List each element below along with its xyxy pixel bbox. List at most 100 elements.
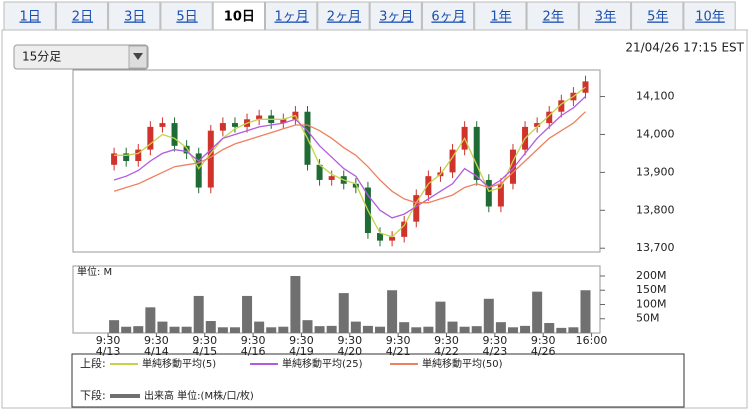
tab[interactable] (108, 1, 161, 31)
x-tick-label: 9:30 (241, 334, 266, 347)
tab-label[interactable]: 1日 (20, 10, 41, 25)
volume-bar (169, 326, 180, 333)
tab-label[interactable]: 5日 (176, 10, 197, 25)
x-tick-date: 4/20 (337, 345, 362, 358)
volume-bar (266, 327, 277, 333)
x-tick-date: 4/21 (386, 345, 411, 358)
volume-bar (326, 325, 337, 333)
select-box[interactable] (13, 44, 149, 70)
candle-body (280, 119, 287, 124)
x-tick-label: 9:30 (531, 334, 556, 347)
tab-label[interactable]: 3ヶ月 (379, 10, 413, 25)
moving-average (113, 96, 586, 219)
volume-bar (435, 301, 446, 333)
volume-bar (520, 325, 531, 333)
x-tick-label: 9:30 (192, 334, 217, 347)
volume-bar (532, 291, 543, 333)
tab[interactable] (55, 1, 109, 31)
tab[interactable] (317, 1, 370, 31)
volume-bar (350, 321, 361, 333)
volume-bar (507, 327, 518, 333)
candle-body (231, 123, 238, 127)
volume-bar (157, 321, 168, 333)
candle-body (377, 233, 384, 241)
tab[interactable] (369, 1, 422, 31)
volume-bar (229, 327, 240, 333)
y-tick-label: 14,000 (636, 127, 675, 140)
volume-bar (483, 298, 494, 333)
volume-bar (338, 293, 349, 333)
tab[interactable] (631, 1, 684, 31)
select-arrow (133, 53, 143, 60)
candle-body (171, 123, 178, 146)
volume-bar (495, 322, 506, 333)
volume-bar (471, 326, 482, 333)
candle-body (352, 183, 359, 188)
candle-body (534, 123, 541, 127)
x-tick-label: 9:30 (289, 334, 314, 347)
select-text[interactable]: 15分足 (22, 50, 61, 64)
tab-label[interactable]: 3日 (124, 10, 145, 25)
tab-label[interactable]: 2ヶ月 (327, 10, 361, 25)
volume-bar (387, 290, 398, 333)
volume-unit: 単位: M (77, 265, 112, 278)
tab[interactable] (578, 1, 632, 31)
volume-bar (580, 290, 591, 333)
volume-bar (399, 322, 410, 333)
tab-label[interactable]: 2年 (543, 10, 564, 25)
tab-label[interactable]: 6ヶ月 (431, 10, 465, 25)
y-tick-label: 100M (636, 297, 667, 310)
legend-label: 出来高 単位:(M株/口/枚) (144, 389, 254, 402)
volume-bar (193, 295, 204, 333)
volume-bar (362, 325, 373, 333)
volume-bar (242, 295, 253, 333)
volume-bar (447, 321, 458, 333)
candle-body (558, 100, 565, 112)
legend-label: 単純移動平均(5) (142, 357, 216, 370)
tab[interactable] (474, 1, 527, 31)
x-tick-date: 4/13 (96, 345, 121, 358)
tab[interactable] (421, 1, 475, 31)
x-tick-label: 9:30 (482, 334, 507, 347)
candle-body (159, 123, 166, 127)
x-tick-date: 4/15 (192, 345, 217, 358)
moving-average (113, 111, 586, 204)
volume-bar (375, 326, 386, 333)
candle-body (328, 176, 335, 180)
volume-bar (568, 327, 579, 333)
candle-body (497, 183, 504, 207)
tab[interactable] (526, 1, 579, 31)
tab-label[interactable]: 5年 (647, 10, 668, 25)
tab-label[interactable]: 10年 (695, 10, 725, 25)
tab-label[interactable]: 1ヶ月 (275, 10, 309, 25)
tab-label[interactable]: 1年 (490, 10, 511, 25)
tab[interactable] (683, 1, 736, 31)
interval-select[interactable]: 15分足 (13, 44, 149, 70)
tab-label[interactable]: 2日 (72, 10, 93, 25)
candle-body (256, 115, 263, 120)
candle-body (123, 153, 130, 161)
tab-label[interactable]: 3年 (595, 10, 616, 25)
legend-upper-label: 上段: (80, 356, 106, 370)
candle-body (449, 149, 456, 173)
tab[interactable] (265, 1, 318, 31)
volume-bar (121, 326, 132, 333)
candle-body (183, 145, 190, 154)
tab-label[interactable]: 10日 (224, 10, 255, 25)
volume-bar (254, 321, 265, 333)
volume-bar (302, 320, 313, 333)
volume-bar (423, 326, 434, 333)
candle-body (485, 179, 492, 207)
candle-body (207, 130, 214, 188)
volume-bar (459, 326, 470, 333)
tab[interactable] (160, 1, 213, 31)
tab[interactable] (3, 1, 56, 31)
volume-bar (133, 326, 144, 333)
candle-body (413, 195, 420, 222)
volume-bar (181, 326, 192, 333)
legend-label: 単純移動平均(25) (282, 357, 363, 370)
legend-lower-label: 下段: (80, 388, 106, 402)
y-tick-label: 13,800 (636, 203, 675, 216)
y-tick-label: 13,900 (636, 165, 675, 178)
